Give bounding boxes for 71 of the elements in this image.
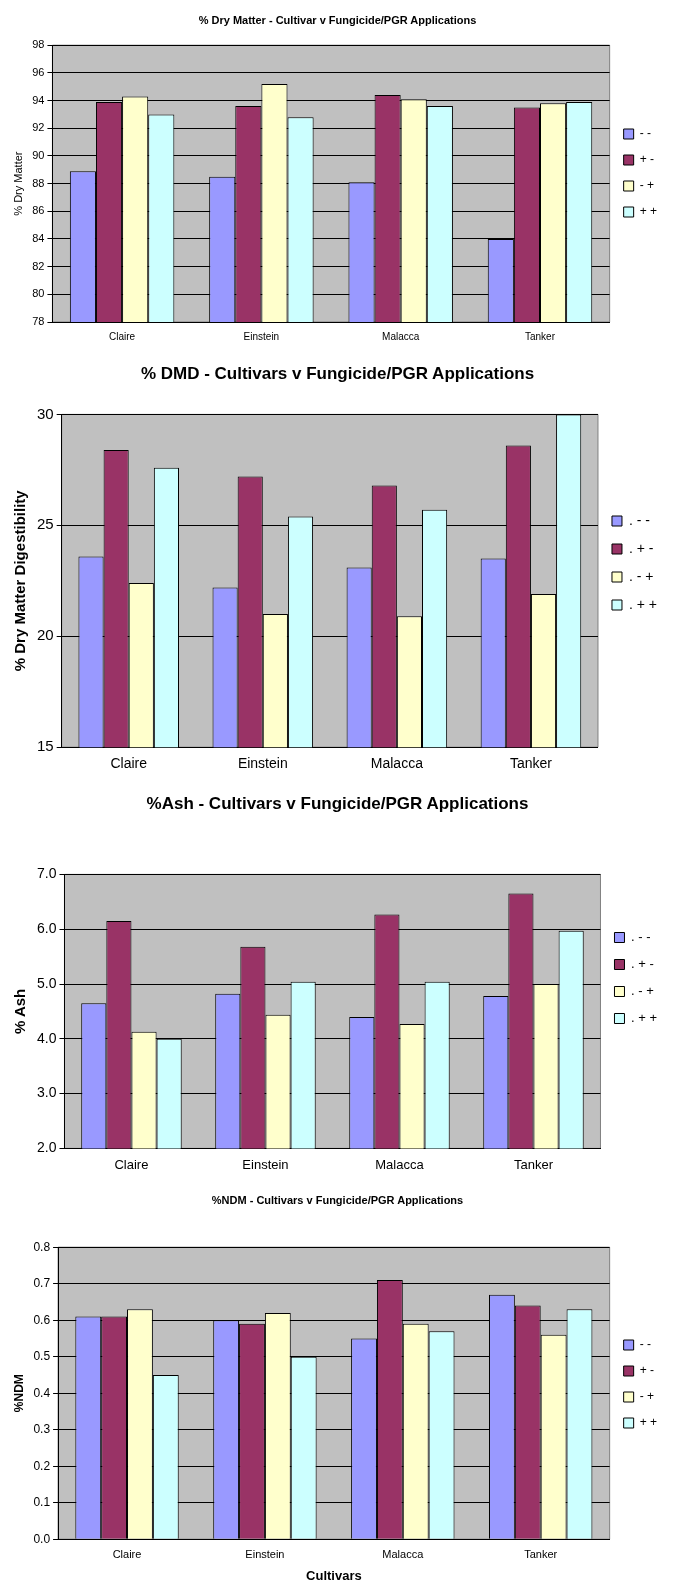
- x-tick-label: Einstein: [245, 1547, 285, 1560]
- x-tick-label: Malacca: [382, 330, 420, 342]
- legend-label: . + +: [630, 1010, 658, 1026]
- y-tick-label: 0.3: [33, 1422, 51, 1437]
- x-tick-label: Claire: [110, 755, 148, 772]
- y-tick-label: 0.8: [33, 1239, 51, 1254]
- y-tick-label: 0.0: [33, 1531, 51, 1546]
- x-tick-label: Claire: [112, 1547, 142, 1560]
- y-tick-label: 90: [32, 148, 45, 161]
- y-tick-label: 86: [32, 204, 45, 217]
- y-tick-label: 0.7: [33, 1276, 51, 1291]
- y-tick-label: 20: [37, 626, 54, 644]
- chart-title: %Ash - Cultivars v Fungicide/PGR Applications: [146, 793, 529, 813]
- legend-label: + +: [639, 204, 658, 219]
- y-tick-label: 7.0: [36, 865, 57, 882]
- x-tick-label: Einstein: [242, 1156, 289, 1172]
- x-tick-label: Claire: [114, 1156, 149, 1172]
- x-tick-label: Malacca: [382, 1547, 425, 1560]
- x-tick-label: Malacca: [370, 755, 424, 772]
- y-tick-label: 15: [37, 737, 54, 755]
- legend-label: - +: [639, 1389, 654, 1404]
- y-tick-label: 6.0: [36, 920, 57, 937]
- legend-label: - -: [639, 126, 651, 141]
- y-tick-label: 30: [37, 404, 54, 422]
- y-tick-label: 96: [32, 65, 45, 78]
- legend-label: . + -: [630, 956, 654, 972]
- y-tick-label: 98: [32, 38, 45, 51]
- legend-label: . - -: [630, 929, 651, 945]
- y-tick-label: 4.0: [36, 1029, 57, 1046]
- y-axis-title: %NDM: [11, 1374, 26, 1413]
- y-tick-label: 0.2: [33, 1458, 51, 1473]
- x-axis-title: Cultivars: [306, 1567, 362, 1583]
- x-tick-label: Einstein: [243, 330, 280, 342]
- y-tick-label: 92: [32, 121, 45, 134]
- y-tick-label: 0.4: [33, 1385, 51, 1400]
- legend-label: + -: [639, 1363, 654, 1378]
- legend-label: + +: [639, 1415, 658, 1430]
- y-tick-label: 0.6: [33, 1312, 51, 1327]
- chart-title: %NDM - Cultivars v Fungicide/PGR Applications: [211, 1193, 464, 1206]
- y-tick-label: 25: [37, 515, 54, 533]
- legend-label: . + +: [628, 595, 658, 612]
- y-tick-label: 82: [32, 259, 45, 272]
- legend-label: + -: [639, 152, 654, 167]
- chart-title: % DMD - Cultivars v Fungicide/PGR Applications: [140, 363, 535, 383]
- legend-label: . - -: [628, 511, 651, 528]
- y-tick-label: 3.0: [36, 1084, 57, 1101]
- y-tick-label: 0.1: [33, 1495, 51, 1510]
- y-axis-title: % Ash: [11, 988, 29, 1035]
- y-tick-label: 84: [32, 231, 45, 244]
- legend-label: . + -: [628, 539, 654, 556]
- y-tick-label: 94: [32, 93, 45, 106]
- chart-title: % Dry Matter - Cultivar v Fungicide/PGR Applications: [198, 13, 477, 26]
- y-axis-title: % Dry Matter Digestibility: [11, 489, 29, 672]
- y-tick-label: 2.0: [36, 1139, 57, 1156]
- x-tick-label: Tanker: [524, 330, 556, 342]
- x-tick-label: Claire: [109, 330, 136, 342]
- legend-label: . - +: [628, 567, 654, 584]
- y-tick-label: 0.5: [33, 1349, 51, 1364]
- x-tick-label: Tanker: [513, 1156, 554, 1172]
- x-tick-label: Malacca: [375, 1156, 425, 1172]
- x-tick-label: Tanker: [509, 755, 553, 772]
- x-tick-label: Tanker: [524, 1547, 558, 1560]
- y-tick-label: 78: [32, 315, 45, 328]
- legend-label: - -: [639, 1337, 651, 1352]
- y-axis-title: % Dry Matter: [11, 151, 24, 216]
- y-tick-label: 80: [32, 287, 45, 300]
- legend-label: . - +: [630, 983, 654, 999]
- y-tick-label: 88: [32, 176, 45, 189]
- legend-label: - +: [639, 178, 654, 193]
- x-tick-label: Einstein: [237, 755, 288, 772]
- y-tick-label: 5.0: [36, 974, 57, 991]
